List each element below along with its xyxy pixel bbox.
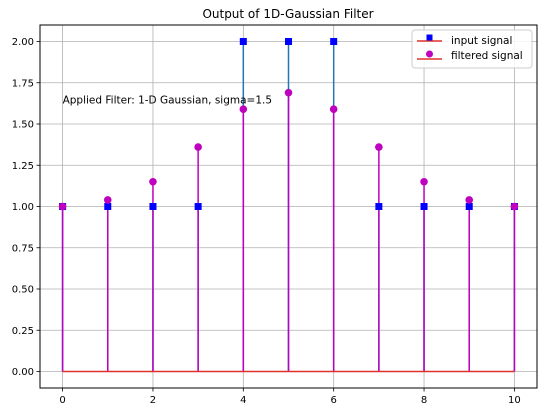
input-marker xyxy=(375,203,383,210)
y-tick-label: 0.75 xyxy=(12,243,34,254)
filtered-marker xyxy=(194,143,202,151)
filtered-marker xyxy=(510,202,519,211)
x-tick-label: 6 xyxy=(330,395,336,406)
legend-input-label: input signal xyxy=(451,35,512,47)
stem-layer xyxy=(61,41,516,373)
filtered-marker xyxy=(375,143,383,151)
chart-title: Output of 1D-Gaussian Filter xyxy=(202,7,373,21)
input-marker xyxy=(194,203,202,210)
filtered-marker xyxy=(284,88,293,97)
x-tick-label: 10 xyxy=(508,395,521,406)
filtered-marker xyxy=(149,177,157,186)
y-tick-label: 1.75 xyxy=(12,78,34,89)
input-marker xyxy=(285,38,292,45)
legend-filtered-label: filtered signal xyxy=(451,50,523,62)
input-marker xyxy=(465,203,473,210)
legend: input signal filtered signal xyxy=(411,29,533,69)
filtered-marker xyxy=(103,196,112,204)
filtered-marker xyxy=(239,105,248,113)
x-tick-label: 0 xyxy=(59,395,65,406)
tick-layer: 0 2 4 6 8 10 0.00 0.25 0.50 0.75 1.00 1.25 1.50 1.75 2… xyxy=(12,37,521,406)
x-tick-label: 8 xyxy=(421,395,427,406)
legend-filtered-marker xyxy=(426,50,433,58)
y-tick-label: 1.25 xyxy=(12,161,34,172)
y-tick-label: 1.00 xyxy=(12,202,34,213)
y-tick-label: 2.00 xyxy=(12,37,34,48)
y-tick-label: 0.50 xyxy=(12,285,34,296)
legend-input-marker xyxy=(426,34,433,41)
y-tick-label: 0.25 xyxy=(12,326,34,337)
chart-annotation: Applied Filter: 1-D Gaussian, sigma=1.5 xyxy=(63,94,272,106)
input-marker xyxy=(420,203,428,210)
filtered-marker xyxy=(420,177,428,186)
filtered-marker xyxy=(58,202,67,211)
filtered-marker xyxy=(329,105,338,113)
input-marker xyxy=(149,203,157,210)
input-marker xyxy=(239,38,247,45)
x-tick-label: 4 xyxy=(240,395,246,406)
input-marker xyxy=(330,38,338,45)
y-tick-label: 1.50 xyxy=(12,120,34,131)
x-tick-label: 2 xyxy=(150,395,156,406)
marker-layer xyxy=(58,38,519,211)
y-tick-label: 0.00 xyxy=(12,367,34,378)
filtered-marker xyxy=(465,196,474,204)
input-marker xyxy=(104,203,112,210)
